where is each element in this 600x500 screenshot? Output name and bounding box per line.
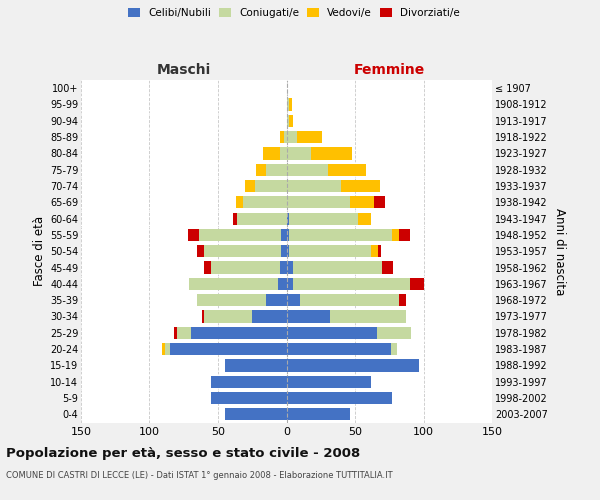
Bar bbox=[204, 245, 281, 258]
Bar bbox=[211, 262, 280, 274]
Text: COMUNE DI CASTRI DI LECCE (LE) - Dati ISTAT 1° gennaio 2008 - Elaborazione TUTTI: COMUNE DI CASTRI DI LECCE (LE) - Dati IS… bbox=[6, 471, 392, 480]
Bar bbox=[287, 180, 341, 192]
Bar bbox=[174, 326, 177, 339]
Legend: Celibi/Nubili, Coniugati/e, Vedovi/e, Divorziati/e: Celibi/Nubili, Coniugati/e, Vedovi/e, Di… bbox=[125, 5, 463, 21]
Bar bbox=[189, 278, 278, 290]
Bar bbox=[225, 360, 287, 372]
Bar bbox=[287, 229, 289, 241]
Text: Popolazione per età, sesso e stato civile - 2008: Popolazione per età, sesso e stato civil… bbox=[6, 448, 360, 460]
Bar bbox=[287, 278, 293, 290]
Bar bbox=[188, 229, 199, 241]
Bar bbox=[287, 98, 289, 110]
Bar bbox=[164, 343, 170, 355]
Bar bbox=[287, 245, 289, 258]
Bar bbox=[289, 98, 292, 110]
Bar bbox=[245, 180, 255, 192]
Bar bbox=[358, 212, 371, 224]
Bar bbox=[170, 343, 287, 355]
Bar bbox=[328, 164, 366, 176]
Bar bbox=[341, 180, 380, 192]
Bar bbox=[287, 360, 419, 372]
Bar bbox=[252, 310, 287, 322]
Bar bbox=[202, 310, 204, 322]
Bar bbox=[371, 245, 378, 258]
Bar bbox=[287, 294, 300, 306]
Bar bbox=[287, 196, 350, 208]
Bar bbox=[280, 262, 287, 274]
Bar bbox=[211, 376, 287, 388]
Bar bbox=[263, 148, 280, 160]
Bar bbox=[255, 180, 287, 192]
Bar bbox=[293, 262, 382, 274]
Bar bbox=[280, 131, 284, 143]
Bar bbox=[287, 164, 328, 176]
Bar bbox=[191, 326, 287, 339]
Bar bbox=[266, 294, 287, 306]
Bar bbox=[205, 262, 211, 274]
Bar bbox=[289, 114, 293, 127]
Bar bbox=[289, 229, 392, 241]
Bar bbox=[280, 148, 287, 160]
Bar bbox=[287, 114, 289, 127]
Bar bbox=[287, 212, 289, 224]
Bar bbox=[287, 262, 293, 274]
Bar bbox=[350, 196, 374, 208]
Bar bbox=[399, 294, 406, 306]
Bar bbox=[281, 229, 287, 241]
Bar bbox=[410, 278, 424, 290]
Bar bbox=[374, 196, 385, 208]
Bar bbox=[293, 278, 410, 290]
Bar bbox=[377, 326, 411, 339]
Bar bbox=[162, 343, 164, 355]
Bar bbox=[197, 245, 204, 258]
Bar bbox=[266, 164, 287, 176]
Bar bbox=[289, 212, 358, 224]
Bar bbox=[287, 408, 350, 420]
Bar bbox=[399, 229, 410, 241]
Bar bbox=[300, 294, 399, 306]
Bar bbox=[287, 310, 331, 322]
Bar bbox=[197, 294, 266, 306]
Bar bbox=[281, 245, 287, 258]
Bar bbox=[287, 326, 377, 339]
Y-axis label: Fasce di età: Fasce di età bbox=[32, 216, 46, 286]
Bar bbox=[284, 131, 287, 143]
Bar bbox=[233, 212, 237, 224]
Text: Femmine: Femmine bbox=[353, 64, 425, 78]
Bar bbox=[205, 310, 252, 322]
Bar bbox=[237, 212, 287, 224]
Bar bbox=[289, 245, 371, 258]
Bar bbox=[242, 196, 287, 208]
Bar bbox=[278, 278, 287, 290]
Bar bbox=[287, 376, 371, 388]
Bar bbox=[287, 131, 298, 143]
Bar bbox=[378, 245, 381, 258]
Bar bbox=[177, 326, 191, 339]
Bar bbox=[331, 310, 406, 322]
Bar bbox=[392, 229, 399, 241]
Bar bbox=[298, 131, 322, 143]
Bar bbox=[391, 343, 397, 355]
Bar bbox=[287, 392, 392, 404]
Bar bbox=[382, 262, 394, 274]
Y-axis label: Anni di nascita: Anni di nascita bbox=[553, 208, 566, 295]
Bar bbox=[199, 229, 281, 241]
Bar bbox=[256, 164, 266, 176]
Bar bbox=[211, 392, 287, 404]
Bar bbox=[287, 343, 391, 355]
Text: Maschi: Maschi bbox=[157, 64, 211, 78]
Bar bbox=[225, 408, 287, 420]
Bar bbox=[236, 196, 242, 208]
Bar bbox=[287, 148, 311, 160]
Bar bbox=[311, 148, 352, 160]
